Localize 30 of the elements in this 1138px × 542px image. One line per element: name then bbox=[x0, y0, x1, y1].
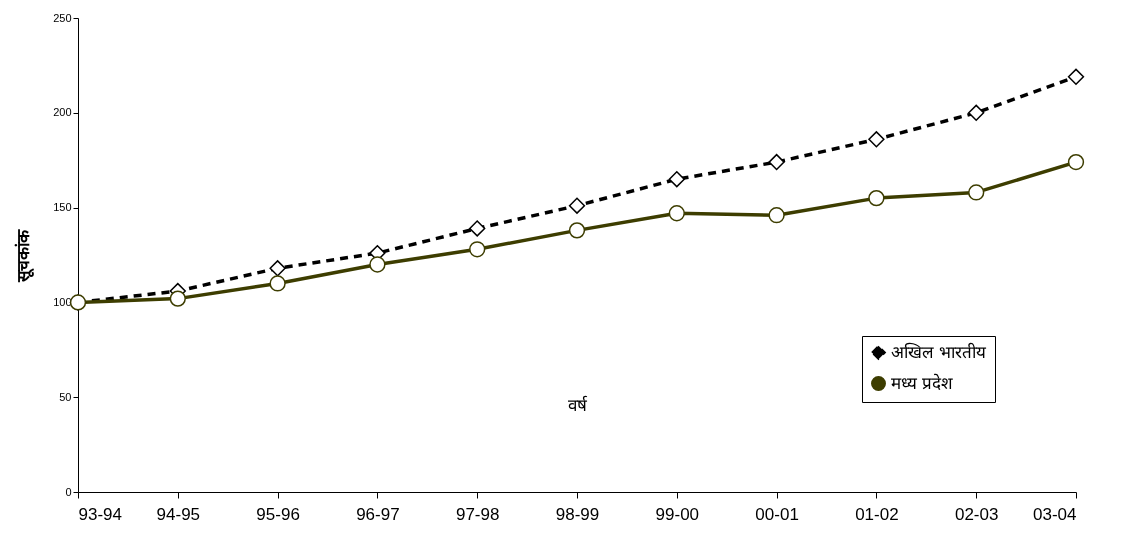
y-axis-title: सूचकांक bbox=[13, 228, 36, 283]
x-tick-label: 97-98 bbox=[455, 504, 500, 524]
x-tick-label: 01-02 bbox=[855, 504, 899, 524]
x-tick-label: 98-99 bbox=[555, 504, 600, 524]
x-tick-label: 03-04 bbox=[1033, 504, 1077, 524]
legend-label: मध्य प्रदेश bbox=[891, 372, 954, 393]
point bbox=[568, 222, 586, 239]
x-tick-label: 96-97 bbox=[356, 504, 400, 524]
x-tick-label: 02-03 bbox=[954, 504, 999, 524]
y-tick-label: 200 bbox=[53, 106, 72, 119]
y-tick-label: 50 bbox=[59, 390, 72, 403]
y-tick-label: 250 bbox=[53, 11, 72, 24]
point bbox=[968, 184, 985, 201]
x-tick-label: 93-94 bbox=[78, 504, 122, 524]
point bbox=[768, 207, 785, 224]
point bbox=[868, 189, 885, 207]
point bbox=[369, 256, 386, 273]
point bbox=[469, 241, 486, 258]
legend-label: अखिल भारतीय bbox=[891, 341, 988, 362]
x-axis-title: वर्ष bbox=[568, 394, 588, 415]
point bbox=[169, 290, 186, 307]
x-tick-label: 94-95 bbox=[156, 504, 201, 524]
point bbox=[1067, 153, 1085, 171]
x-tick-label: 99-00 bbox=[655, 504, 700, 524]
y-tick-label: 0 bbox=[65, 485, 72, 498]
y-tick-label: 150 bbox=[53, 201, 72, 214]
point bbox=[269, 275, 286, 292]
x-tick-label: 95-96 bbox=[256, 504, 300, 524]
x-tick-label: 00-01 bbox=[755, 504, 799, 524]
point bbox=[668, 205, 685, 222]
